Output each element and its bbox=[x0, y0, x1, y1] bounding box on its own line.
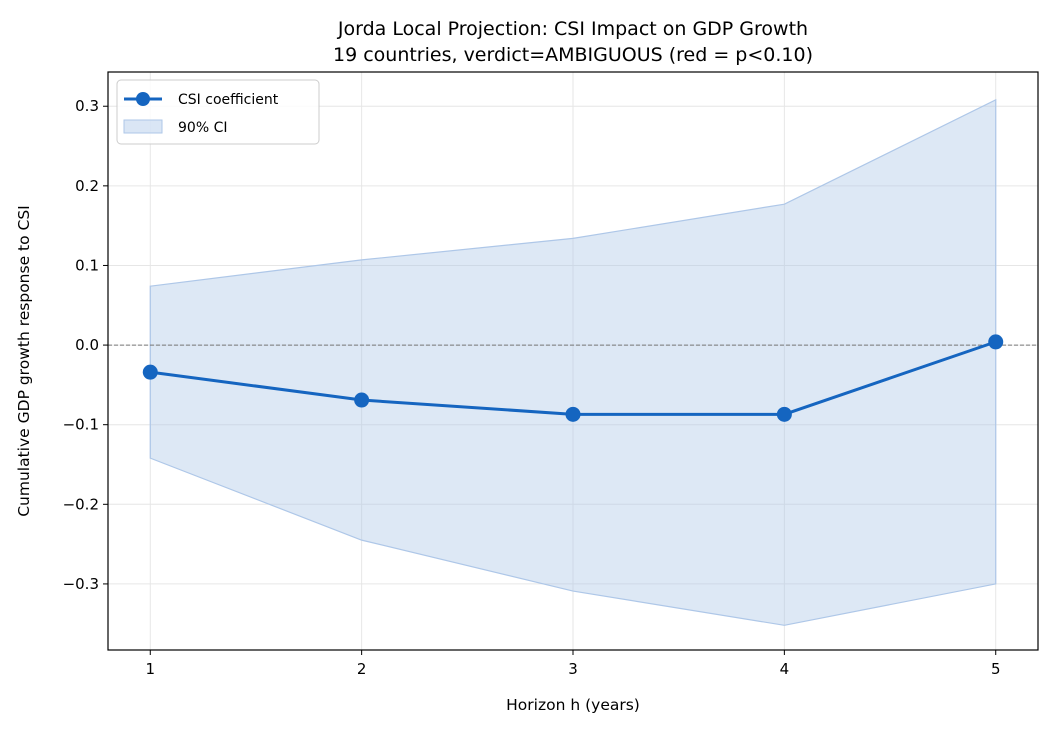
legend-label-ci: 90% CI bbox=[178, 120, 227, 136]
coefficient-point bbox=[988, 334, 1004, 350]
legend: CSI coefficient 90% CI bbox=[116, 79, 320, 145]
y-axis-label: Cumulative GDP growth response to CSI bbox=[15, 205, 33, 517]
coefficient-point bbox=[354, 392, 370, 408]
chart-subtitle: 19 countries, verdict=AMBIGUOUS (red = p… bbox=[333, 44, 813, 66]
x-tick-label: 2 bbox=[357, 660, 367, 678]
legend-ci-swatch bbox=[123, 119, 163, 134]
x-axis-label: Horizon h (years) bbox=[506, 696, 640, 714]
legend-box bbox=[116, 79, 320, 145]
x-tick-label: 5 bbox=[991, 660, 1001, 678]
y-tick-label: 0.0 bbox=[75, 336, 99, 354]
y-tick-label: −0.2 bbox=[63, 495, 99, 513]
coefficient-point bbox=[142, 364, 158, 380]
y-tick-label: −0.3 bbox=[63, 575, 99, 593]
y-tick-label: 0.2 bbox=[75, 177, 99, 195]
y-tick-label: −0.1 bbox=[63, 416, 99, 434]
x-tick-label: 3 bbox=[568, 660, 578, 678]
legend-marker-swatch bbox=[136, 92, 150, 106]
x-tick-label: 1 bbox=[145, 660, 155, 678]
coefficient-point bbox=[565, 406, 581, 422]
legend-label-coefficient: CSI coefficient bbox=[178, 92, 279, 108]
y-tick-label: 0.3 bbox=[75, 97, 99, 115]
ci-band bbox=[149, 98, 997, 626]
x-tick-label: 4 bbox=[780, 660, 790, 678]
coefficient-point bbox=[776, 406, 792, 422]
chart-title: Jorda Local Projection: CSI Impact on GD… bbox=[337, 18, 808, 40]
y-tick-label: 0.1 bbox=[75, 256, 99, 274]
